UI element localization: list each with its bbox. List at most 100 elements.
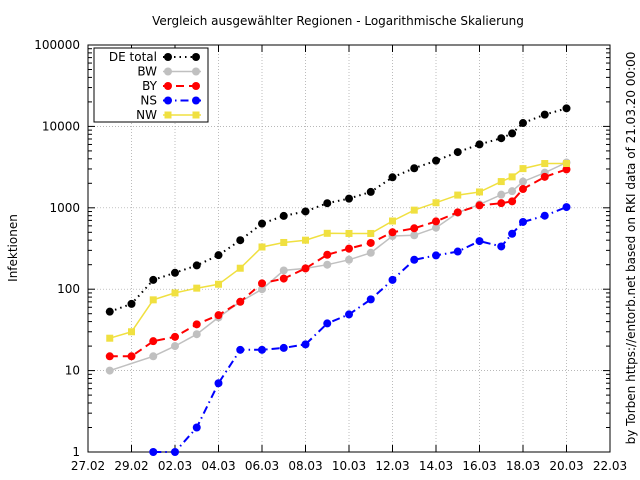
y-axis-label: Infektionen [6, 214, 20, 282]
x-tick-label: 22.03 [593, 459, 627, 473]
legend-marker [192, 82, 200, 90]
data-point [410, 231, 419, 240]
x-tick-label: 18.03 [506, 459, 540, 473]
x-axis: 27.02 29.02 02.03 04.03 06.03 08.03 10.03 12.03… [71, 45, 627, 473]
legend-marker [164, 82, 172, 90]
legend-marker [164, 96, 172, 105]
data-point [323, 250, 332, 259]
data-point [432, 217, 440, 226]
data-point [279, 211, 288, 220]
x-tick-label: 10.03 [332, 459, 366, 473]
data-point [258, 279, 266, 288]
legend-label: NW [136, 108, 157, 122]
data-point [323, 319, 332, 328]
data-point [193, 284, 201, 292]
data-point [192, 320, 201, 329]
x-tick-label: 04.03 [201, 459, 235, 473]
data-point [508, 197, 517, 206]
data-point [105, 352, 114, 361]
x-tick-label: 02.03 [158, 459, 192, 473]
data-point [192, 330, 201, 339]
data-point [149, 275, 158, 284]
data-point [497, 199, 506, 208]
legend-marker [164, 67, 172, 76]
data-point [149, 296, 157, 304]
x-tick-label: 20.03 [549, 459, 583, 473]
data-point [279, 274, 288, 283]
data-point [345, 194, 353, 203]
legend-label: NS [140, 94, 157, 108]
data-point [279, 343, 288, 352]
data-point [214, 379, 223, 388]
data-point [410, 164, 419, 173]
data-point [171, 342, 179, 351]
data-point [236, 236, 245, 245]
data-point [508, 229, 517, 238]
legend-label: DE total [109, 50, 157, 64]
data-point [128, 328, 135, 336]
y-tick-label: 1000 [49, 201, 80, 215]
data-point [214, 251, 223, 260]
legend-label: BW [137, 65, 157, 79]
chart-title: Vergleich ausgewählter Regionen - Logari… [152, 14, 524, 28]
legend-marker [164, 53, 172, 61]
data-point [519, 119, 527, 128]
legend-marker [192, 111, 200, 119]
data-point [323, 199, 332, 208]
data-point [127, 299, 136, 308]
y-tick-label: 1 [72, 445, 80, 459]
legend-marker [192, 67, 200, 76]
data-point [323, 260, 332, 269]
data-point [476, 188, 483, 196]
series-bw [105, 158, 571, 375]
series-line [109, 162, 567, 339]
y-tick-label: 100000 [34, 38, 80, 52]
data-point [563, 160, 570, 168]
y-axis: 1 10 100 1000 10000 100000 [34, 38, 610, 459]
data-point [301, 207, 310, 216]
data-point [279, 266, 288, 275]
data-point [453, 208, 462, 217]
data-point [432, 223, 440, 232]
legend-marker [192, 96, 200, 105]
x-tick-label: 14.03 [419, 459, 453, 473]
data-point [388, 228, 397, 237]
data-point [497, 242, 506, 251]
legend-marker [192, 53, 200, 61]
data-point [562, 104, 571, 113]
series-de-total [105, 104, 571, 316]
data-point [562, 165, 571, 174]
data-point [236, 264, 244, 272]
x-tick-label: 12.03 [375, 459, 409, 473]
data-point [388, 173, 397, 182]
series-ns [149, 203, 571, 456]
data-point [192, 423, 201, 432]
legend-label: BY [142, 79, 158, 93]
series-nw [106, 160, 570, 342]
data-point [301, 264, 310, 273]
data-point [519, 177, 527, 186]
series-layer [105, 104, 571, 456]
data-point [497, 178, 505, 186]
data-point [171, 268, 179, 277]
data-point [367, 229, 375, 237]
y-tick-label: 10 [65, 364, 80, 378]
data-point [280, 238, 288, 246]
data-point [540, 172, 549, 181]
data-point [236, 297, 245, 306]
data-point [258, 243, 266, 251]
data-point [453, 247, 462, 256]
data-point [149, 352, 158, 361]
data-point [540, 211, 549, 220]
data-point [519, 217, 527, 226]
data-point [475, 201, 484, 210]
y-tick-label: 10000 [42, 119, 80, 133]
data-point [105, 366, 114, 375]
series-line [153, 206, 567, 453]
data-point [171, 332, 179, 341]
data-point [171, 448, 179, 456]
data-point [302, 236, 309, 244]
legend-marker [164, 111, 172, 119]
data-point [432, 251, 440, 260]
